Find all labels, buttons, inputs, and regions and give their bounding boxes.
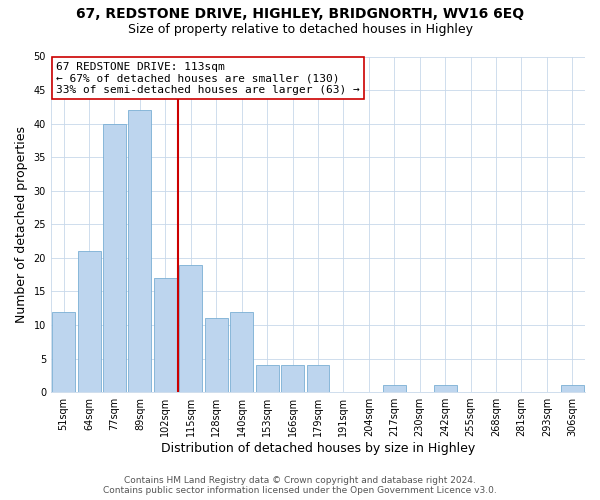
Bar: [256, 365, 278, 392]
Bar: [561, 386, 584, 392]
Bar: [383, 386, 406, 392]
Text: Contains HM Land Registry data © Crown copyright and database right 2024.
Contai: Contains HM Land Registry data © Crown c…: [103, 476, 497, 495]
Bar: [307, 365, 329, 392]
Bar: [77, 251, 101, 392]
Bar: [205, 318, 227, 392]
Text: 67, REDSTONE DRIVE, HIGHLEY, BRIDGNORTH, WV16 6EQ: 67, REDSTONE DRIVE, HIGHLEY, BRIDGNORTH,…: [76, 8, 524, 22]
Bar: [103, 124, 126, 392]
X-axis label: Distribution of detached houses by size in Highley: Distribution of detached houses by size …: [161, 442, 475, 455]
Bar: [230, 312, 253, 392]
Bar: [154, 278, 177, 392]
Bar: [52, 312, 75, 392]
Y-axis label: Number of detached properties: Number of detached properties: [15, 126, 28, 323]
Text: 67 REDSTONE DRIVE: 113sqm
← 67% of detached houses are smaller (130)
33% of semi: 67 REDSTONE DRIVE: 113sqm ← 67% of detac…: [56, 62, 360, 94]
Bar: [434, 386, 457, 392]
Bar: [281, 365, 304, 392]
Text: Size of property relative to detached houses in Highley: Size of property relative to detached ho…: [128, 22, 473, 36]
Bar: [128, 110, 151, 392]
Bar: [179, 264, 202, 392]
